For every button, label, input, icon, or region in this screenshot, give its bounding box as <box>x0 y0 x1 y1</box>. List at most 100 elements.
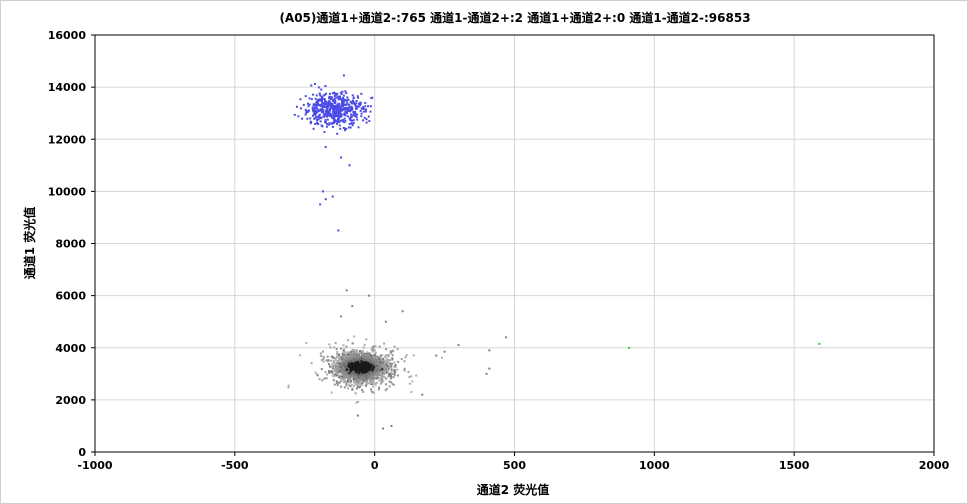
negative-point <box>351 355 354 358</box>
negative-point <box>334 363 337 366</box>
ch1-positive-point <box>338 110 341 113</box>
negative-point <box>374 366 377 369</box>
negative-point <box>347 376 350 379</box>
negative-point <box>390 362 393 365</box>
negative-point <box>378 358 381 361</box>
ch1-positive-point <box>321 106 324 109</box>
negative-point <box>345 375 348 378</box>
ch1-positive-point <box>345 111 348 114</box>
negative-point <box>319 352 322 355</box>
negative-point <box>380 376 383 379</box>
negative-point <box>368 355 371 358</box>
negative-point <box>372 345 375 348</box>
ch1-positive-point <box>328 104 331 107</box>
negative-point <box>367 363 370 366</box>
ch1-positive-point <box>323 93 326 96</box>
negative-point <box>352 373 355 376</box>
negative-point <box>378 386 381 389</box>
negative-point <box>346 355 349 358</box>
negative-point <box>338 370 341 373</box>
negative-point <box>353 335 356 338</box>
negative-point <box>366 353 369 356</box>
ch1-positive-point <box>324 146 327 149</box>
negative-point <box>343 368 346 371</box>
negative-point <box>363 371 366 374</box>
ch1-positive-point <box>334 112 337 115</box>
ch1-positive-point <box>362 106 365 109</box>
ch1-positive-point <box>328 112 331 115</box>
ch1-positive-point <box>355 107 358 110</box>
negative-point <box>345 361 348 364</box>
ch1-positive-point <box>328 109 331 112</box>
negative-point <box>351 352 354 355</box>
negative-point <box>348 354 351 357</box>
negative-point <box>388 374 391 377</box>
ch1-positive-point <box>335 108 338 111</box>
y-tick-label: 0 <box>78 446 86 459</box>
negative-point <box>341 353 344 356</box>
negative-point <box>346 351 349 354</box>
ch1-positive-point <box>359 110 362 113</box>
negative-point <box>368 374 371 377</box>
ch1-positive-point <box>352 102 355 105</box>
negative-point <box>443 350 446 353</box>
negative-point <box>378 363 381 366</box>
negative-point <box>372 391 375 394</box>
negative-point <box>363 343 366 346</box>
negative-point <box>358 364 361 367</box>
negative-point <box>336 361 339 364</box>
negative-point <box>387 355 390 358</box>
ch1-positive-point <box>316 115 319 118</box>
negative-point <box>345 368 348 371</box>
negative-point <box>367 362 370 365</box>
ch1-positive-point <box>318 98 321 101</box>
ch1-positive-point <box>351 124 354 127</box>
negative-point <box>339 357 342 360</box>
negative-point <box>352 378 355 381</box>
ch1-positive-point <box>312 127 315 130</box>
negative-point <box>336 372 339 375</box>
negative-point <box>372 379 375 382</box>
ch1-positive-point <box>362 107 365 110</box>
negative-point <box>358 385 361 388</box>
ch1-positive-point <box>328 97 331 100</box>
negative-point <box>366 380 369 383</box>
ch1-positive-point <box>370 97 373 100</box>
ch1-positive-point <box>352 110 355 113</box>
negative-point <box>390 381 393 384</box>
ch1-positive-point <box>365 121 368 124</box>
negative-point <box>421 393 424 396</box>
negative-point <box>379 366 382 369</box>
negative-point <box>343 353 346 356</box>
ch1-positive-point <box>357 105 360 108</box>
negative-point <box>403 360 406 363</box>
negative-point <box>328 343 331 346</box>
ch1-positive-point <box>311 109 314 112</box>
negative-point <box>371 367 374 370</box>
negative-point <box>356 376 359 379</box>
negative-point <box>390 372 393 375</box>
negative-point <box>360 361 363 364</box>
ch1-positive-point <box>307 105 310 108</box>
x-axis-title: 通道2 荧光值 <box>477 482 550 497</box>
ch1-positive-point <box>360 92 363 95</box>
ch1-positive-point <box>353 113 356 116</box>
negative-point <box>363 359 366 362</box>
negative-point <box>373 349 376 352</box>
ch1-positive-point <box>310 98 313 101</box>
negative-point <box>386 364 389 367</box>
negative-point <box>334 369 337 372</box>
negative-point <box>349 385 352 388</box>
x-tick-label: -1000 <box>77 459 113 472</box>
negative-point <box>343 356 346 359</box>
ch1-positive-point <box>311 106 314 109</box>
negative-point <box>382 427 385 430</box>
negative-point <box>396 374 399 377</box>
ch1-positive-point <box>312 110 315 113</box>
negative-point <box>353 385 356 388</box>
ch1-positive-point <box>332 118 335 121</box>
negative-point <box>383 342 386 345</box>
negative-point <box>363 372 366 375</box>
negative-point <box>385 357 388 360</box>
ch1-positive-point <box>341 119 344 122</box>
